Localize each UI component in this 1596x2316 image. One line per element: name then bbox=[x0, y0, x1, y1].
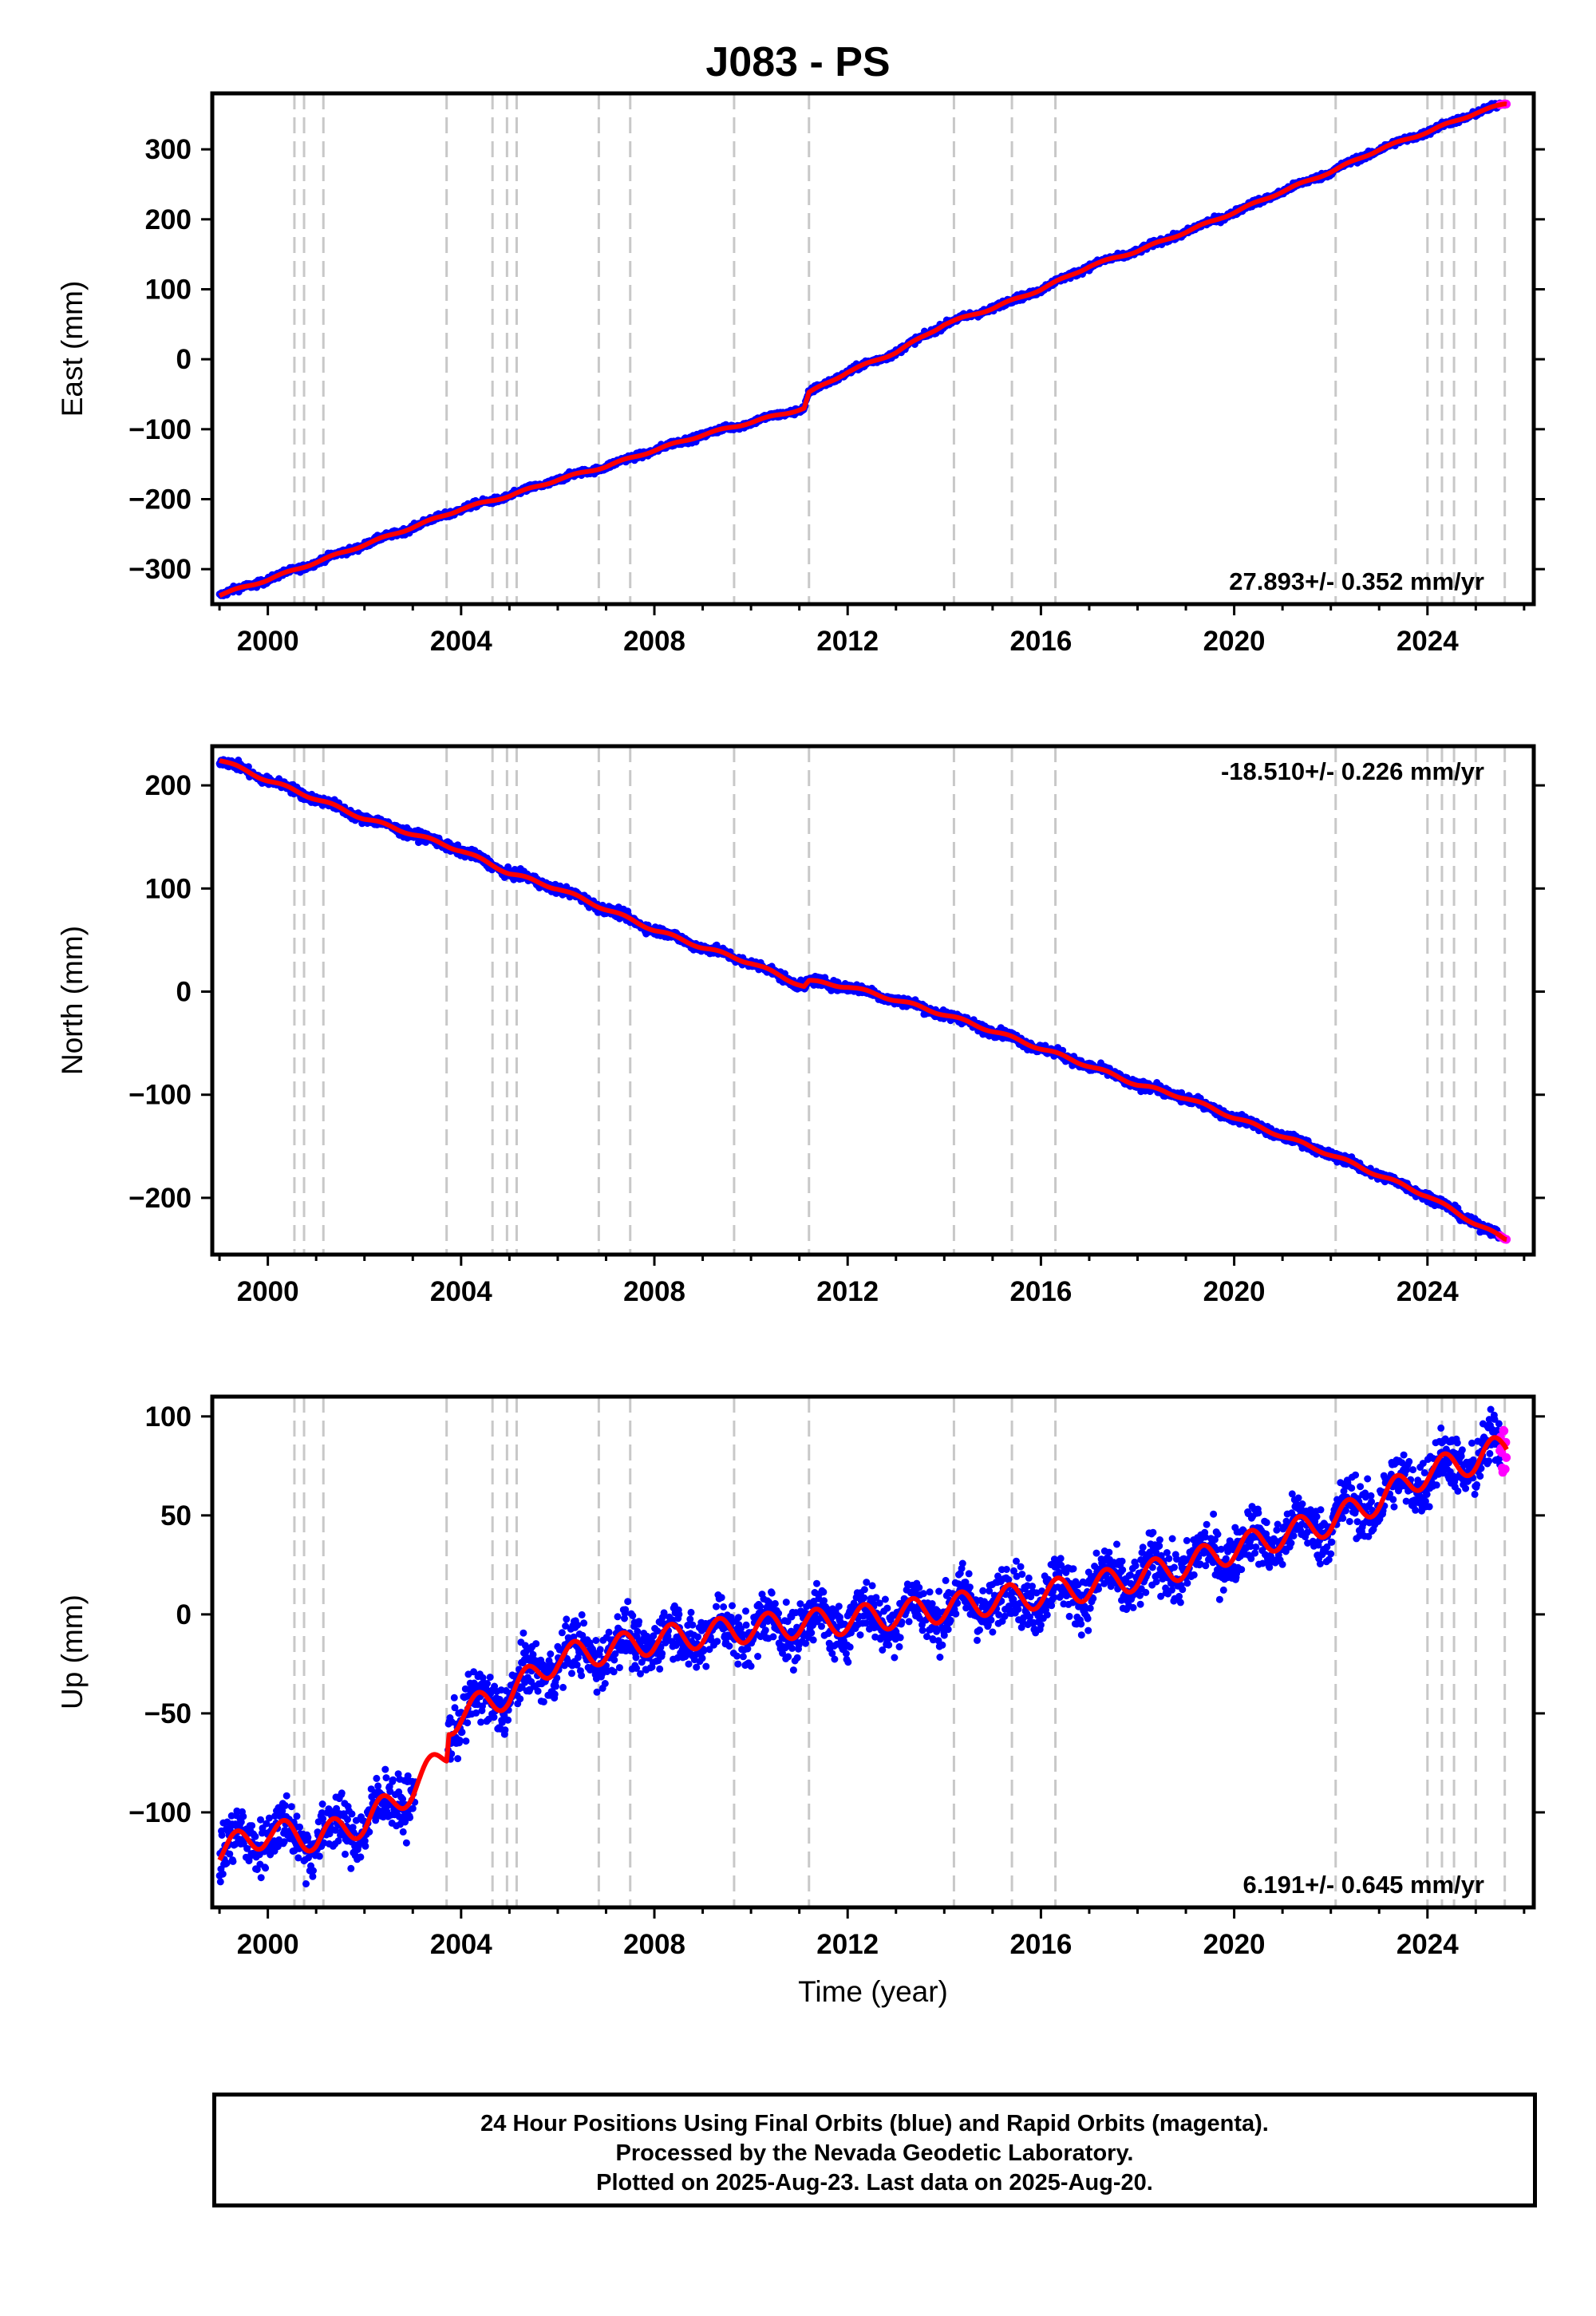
y-tick-label: 100 bbox=[145, 873, 192, 904]
final-orbit-points bbox=[215, 99, 1504, 599]
chart-title: J083 - PS bbox=[705, 39, 891, 85]
footer-line-1: 24 Hour Positions Using Final Orbits (bl… bbox=[480, 2111, 1269, 2136]
panel-frame bbox=[210, 744, 1536, 1257]
y-tick-label: −100 bbox=[128, 1080, 192, 1111]
x-tick-label: 2012 bbox=[816, 1276, 879, 1307]
y-tick-label: −100 bbox=[128, 414, 192, 445]
y-axis-label: North (mm) bbox=[56, 926, 89, 1075]
y-axis-label: East (mm) bbox=[56, 281, 89, 417]
rate-annotation: -18.510+/- 0.226 mm/yr bbox=[1221, 757, 1484, 785]
x-tick-label: 2016 bbox=[1009, 1929, 1072, 1960]
panel-frame bbox=[210, 91, 1536, 607]
y-axis-label: Up (mm) bbox=[56, 1595, 89, 1709]
y-tick-label: 0 bbox=[176, 1599, 192, 1630]
final-orbit-points bbox=[215, 1405, 1504, 1887]
y-tick-label: 300 bbox=[145, 134, 192, 165]
y-tick-label: 50 bbox=[160, 1500, 192, 1531]
x-tick-label: 2000 bbox=[237, 1276, 299, 1307]
panel-frame bbox=[210, 1394, 1536, 1910]
y-tick-label: −200 bbox=[128, 1183, 192, 1214]
y-tick-label: −50 bbox=[144, 1698, 192, 1729]
x-tick-label: 2008 bbox=[623, 1929, 685, 1960]
x-tick-label: 2008 bbox=[623, 626, 685, 657]
x-tick-label: 2004 bbox=[430, 626, 492, 657]
x-tick-label: 2004 bbox=[430, 1929, 492, 1960]
x-tick-label: 2020 bbox=[1203, 1276, 1266, 1307]
x-axis-label: Time (year) bbox=[798, 1975, 948, 2008]
y-tick-label: −100 bbox=[128, 1797, 192, 1828]
y-tick-label: 0 bbox=[176, 344, 192, 375]
x-tick-label: 2016 bbox=[1009, 1276, 1072, 1307]
y-tick-label: −200 bbox=[128, 484, 192, 515]
x-tick-label: 2020 bbox=[1203, 1929, 1266, 1960]
x-tick-label: 2004 bbox=[430, 1276, 492, 1307]
x-tick-label: 2012 bbox=[816, 626, 879, 657]
footer-line-3: Plotted on 2025-Aug-23. Last data on 202… bbox=[596, 2170, 1153, 2195]
x-tick-label: 2024 bbox=[1396, 1929, 1459, 1960]
rate-annotation: 6.191+/- 0.645 mm/yr bbox=[1243, 1871, 1484, 1899]
x-tick-label: 2024 bbox=[1396, 1276, 1459, 1307]
y-tick-label: 100 bbox=[145, 1401, 192, 1433]
model-fit-line bbox=[217, 758, 1509, 1243]
rapid-orbit-points bbox=[1495, 1425, 1511, 1477]
rate-annotation: 27.893+/- 0.352 mm/yr bbox=[1229, 567, 1484, 595]
y-tick-label: 100 bbox=[145, 274, 192, 305]
footer-box: 24 Hour Positions Using Final Orbits (bl… bbox=[212, 2093, 1537, 2207]
x-tick-label: 2012 bbox=[816, 1929, 879, 1960]
y-tick-label: 200 bbox=[145, 770, 192, 801]
x-tick-label: 2000 bbox=[237, 1929, 299, 1960]
x-tick-label: 2000 bbox=[237, 626, 299, 657]
footer-line-2: Processed by the Nevada Geodetic Laborat… bbox=[615, 2140, 1134, 2166]
x-tick-label: 2016 bbox=[1009, 626, 1072, 657]
y-tick-label: 0 bbox=[176, 977, 192, 1008]
x-tick-label: 2008 bbox=[623, 1276, 685, 1307]
model-fit-line bbox=[217, 1435, 1509, 1862]
x-tick-label: 2020 bbox=[1203, 626, 1266, 657]
y-tick-label: 200 bbox=[145, 204, 192, 235]
y-tick-label: −300 bbox=[128, 554, 192, 585]
x-tick-label: 2024 bbox=[1396, 626, 1459, 657]
final-orbit-points bbox=[215, 756, 1504, 1242]
model-fit-line bbox=[217, 101, 1509, 599]
